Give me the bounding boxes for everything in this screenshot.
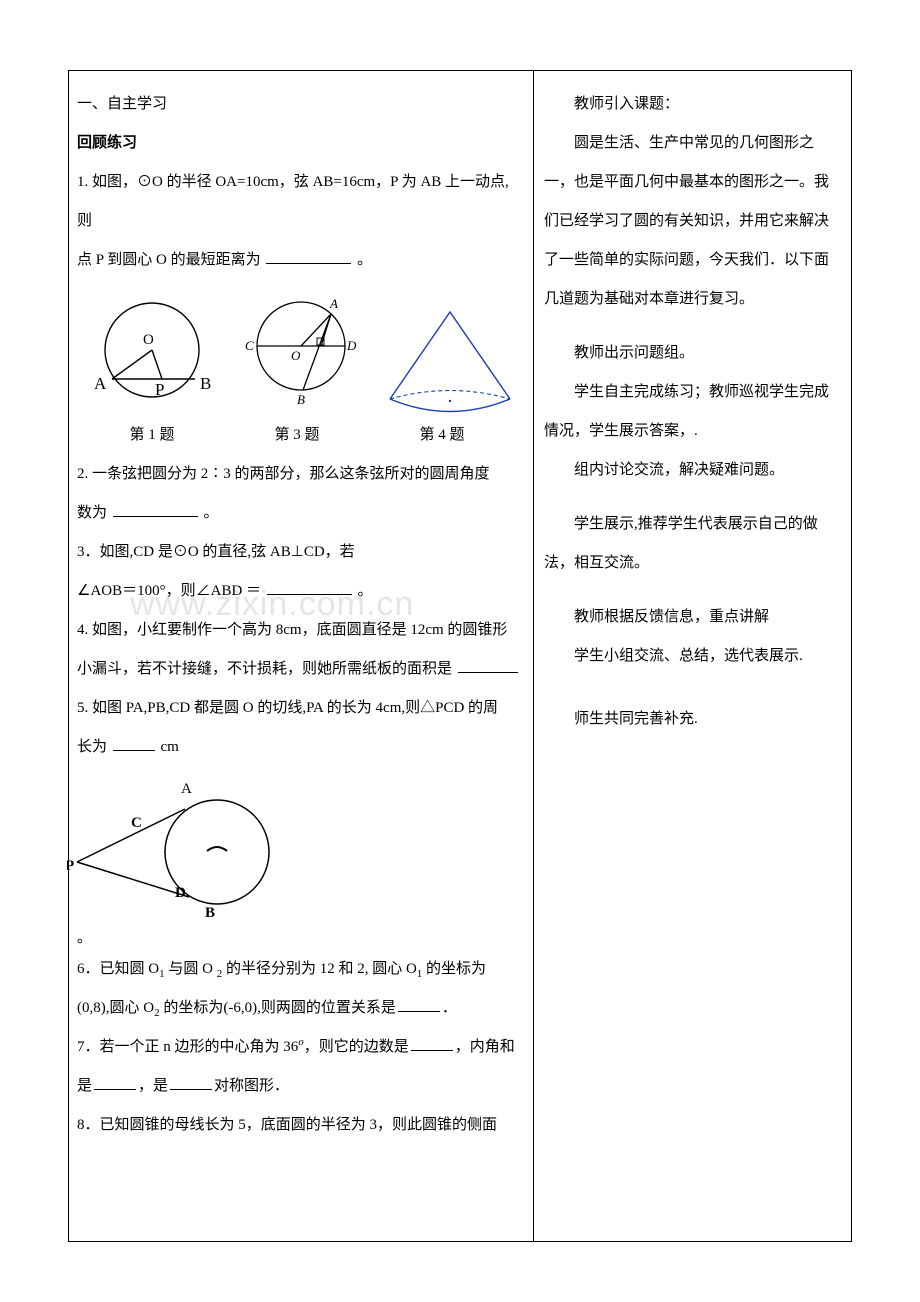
- q1-line2: 点 P 到圆心 O 的最短距离为 。: [77, 241, 525, 280]
- r1: 教师引入课题：: [544, 85, 841, 124]
- spacer: [544, 319, 841, 334]
- figure-5-svg: A C P D B: [67, 767, 297, 927]
- q6-a: 6．已知圆 O: [77, 961, 159, 977]
- q1-period: 。: [357, 252, 372, 268]
- blank: [411, 1036, 453, 1051]
- q6-line2: (0,8),圆心 O2 的坐标为(-6,0),则两圆的位置关系是．: [77, 989, 525, 1028]
- svg-text:A: A: [329, 296, 338, 311]
- svg-text:B: B: [297, 392, 305, 407]
- figure-row: O A P B A C D O B: [77, 284, 525, 414]
- left-column: 一、自主学习 回顾练习 1. 如图，⊙O 的半径 OA=10cm，弦 AB=16…: [68, 71, 534, 1241]
- q3-text: ∠AOB＝100°，则∠ABD ＝: [77, 583, 261, 599]
- q2-line2: 数为 。: [77, 494, 525, 533]
- blank: [267, 580, 352, 595]
- q6-e: (0,8),圆心 O: [77, 1000, 154, 1016]
- page: www.zixin.com.cn 一、自主学习 回顾练习 1. 如图，⊙O 的半…: [0, 0, 920, 1302]
- right-column: 教师引入课题： 圆是生活、生产中常见的几何图形之一，也是平面几何中最基本的图形之…: [534, 71, 852, 1241]
- r7: 教师根据反馈信息，重点讲解: [544, 598, 841, 637]
- q2-line1: 2. 一条弦把圆分为 2∶3 的两部分，那么这条弦所对的圆周角度: [77, 455, 525, 494]
- fig1-label: 第 1 题: [77, 416, 227, 455]
- blank: [113, 736, 155, 751]
- svg-text:P: P: [67, 858, 74, 874]
- q6-d: 的坐标为: [422, 961, 486, 977]
- figure-labels-row: 第 1 题 第 3 题 第 4 题: [77, 416, 525, 455]
- q5-dot: 。: [77, 927, 525, 950]
- q5-line2: 长为 cm: [77, 728, 525, 767]
- q7-a: 7．若一个正 n 边形的中心角为 36: [77, 1039, 298, 1055]
- q6-period: ．: [442, 1000, 457, 1016]
- svg-text:C: C: [131, 815, 142, 831]
- q1-text: 点 P 到圆心 O 的最短距离为: [77, 252, 264, 268]
- review-heading: 回顾练习: [77, 124, 525, 163]
- r5: 组内讨论交流，解决疑难问题。: [544, 451, 841, 490]
- figure-1-svg: O A P B: [77, 294, 227, 414]
- q8: 8．已知圆锥的母线长为 5，底面圆的半径为 3，则此圆锥的侧面: [77, 1106, 525, 1145]
- fig3-label: 第 3 题: [227, 416, 367, 455]
- q4-line1: 4. 如图，小红要制作一个高为 8cm，底面圆直径是 12cm 的圆锥形: [77, 611, 525, 650]
- q3-line2: ∠AOB＝100°，则∠ABD ＝ 。: [77, 572, 525, 611]
- r6: 学生展示,推荐学生代表展示自己的做法，相互交流。: [544, 505, 841, 583]
- svg-text:D: D: [346, 338, 357, 353]
- r9: 师生共同完善补充.: [544, 700, 841, 739]
- r2: 圆是生活、生产中常见的几何图形之一，也是平面几何中最基本的图形之一。我们已经学习…: [544, 124, 841, 319]
- q6-f: 的坐标为(-6,0),则两圆的位置关系是: [160, 1000, 396, 1016]
- svg-text:C: C: [245, 338, 254, 353]
- svg-text:P: P: [155, 380, 164, 399]
- q2-period: 。: [204, 505, 219, 521]
- q3-line1: 3．如图,CD 是⊙O 的直径,弦 AB⊥CD，若: [77, 533, 525, 572]
- svg-text:D: D: [175, 885, 186, 901]
- q7-d: 是: [77, 1078, 92, 1094]
- svg-text:A: A: [94, 374, 107, 393]
- blank: [458, 658, 518, 673]
- q3-period: 。: [358, 583, 373, 599]
- spacer: [544, 490, 841, 505]
- blank: [94, 1075, 136, 1090]
- q7-b: ，则它的边数是: [304, 1039, 409, 1055]
- q7-line1: 7．若一个正 n 边形的中心角为 36o，则它的边数是，内角和: [77, 1028, 525, 1067]
- q2-text: 数为: [77, 505, 107, 521]
- blank: [113, 502, 198, 517]
- q7-line2: 是 ，是 对称图形．: [77, 1067, 525, 1106]
- q4-text: 小漏斗，若不计接缝，不计损耗，则她所需纸板的面积是: [77, 661, 452, 677]
- figure-4-svg: [375, 304, 525, 414]
- q6-line1: 6．已知圆 O1 与圆 O 2 的半径分别为 12 和 2, 圆心 O1 的坐标…: [77, 950, 525, 989]
- section-title: 一、自主学习: [77, 85, 525, 124]
- blank: [170, 1075, 212, 1090]
- blank: [398, 997, 440, 1012]
- r4: 学生自主完成练习；教师巡视学生完成情况，学生展示答案，.: [544, 373, 841, 451]
- fig4-label: 第 4 题: [367, 416, 517, 455]
- q4-line2: 小漏斗，若不计接缝，不计损耗，则她所需纸板的面积是: [77, 650, 525, 689]
- q6-c: 的半径分别为 12 和 2, 圆心 O: [222, 961, 417, 977]
- spacer: [544, 583, 841, 598]
- svg-text:B: B: [200, 374, 211, 393]
- q7-f: 对称图形．: [214, 1078, 289, 1094]
- r3: 教师出示问题组。: [544, 334, 841, 373]
- q7-c: ，内角和: [455, 1039, 515, 1055]
- svg-text:B: B: [205, 905, 215, 921]
- q5-text: 长为: [77, 739, 107, 755]
- svg-text:O: O: [291, 348, 301, 363]
- svg-text:O: O: [143, 332, 154, 348]
- q6-b: 与圆 O: [165, 961, 217, 977]
- q1-line1: 1. 如图，⊙O 的半径 OA=10cm，弦 AB=16cm，P 为 AB 上一…: [77, 163, 525, 241]
- figure-3-svg: A C D O B: [231, 284, 371, 414]
- spacer: [544, 676, 841, 700]
- svg-text:A: A: [181, 781, 192, 797]
- q5-unit: cm: [161, 739, 179, 755]
- blank: [266, 249, 351, 264]
- q5-line1: 5. 如图 PA,PB,CD 都是圆 O 的切线,PA 的长为 4cm,则△PC…: [77, 689, 525, 728]
- r8: 学生小组交流、总结，选代表展示.: [544, 637, 841, 676]
- q7-e: ，是: [138, 1078, 168, 1094]
- two-column-layout: 一、自主学习 回顾练习 1. 如图，⊙O 的半径 OA=10cm，弦 AB=16…: [68, 70, 852, 1242]
